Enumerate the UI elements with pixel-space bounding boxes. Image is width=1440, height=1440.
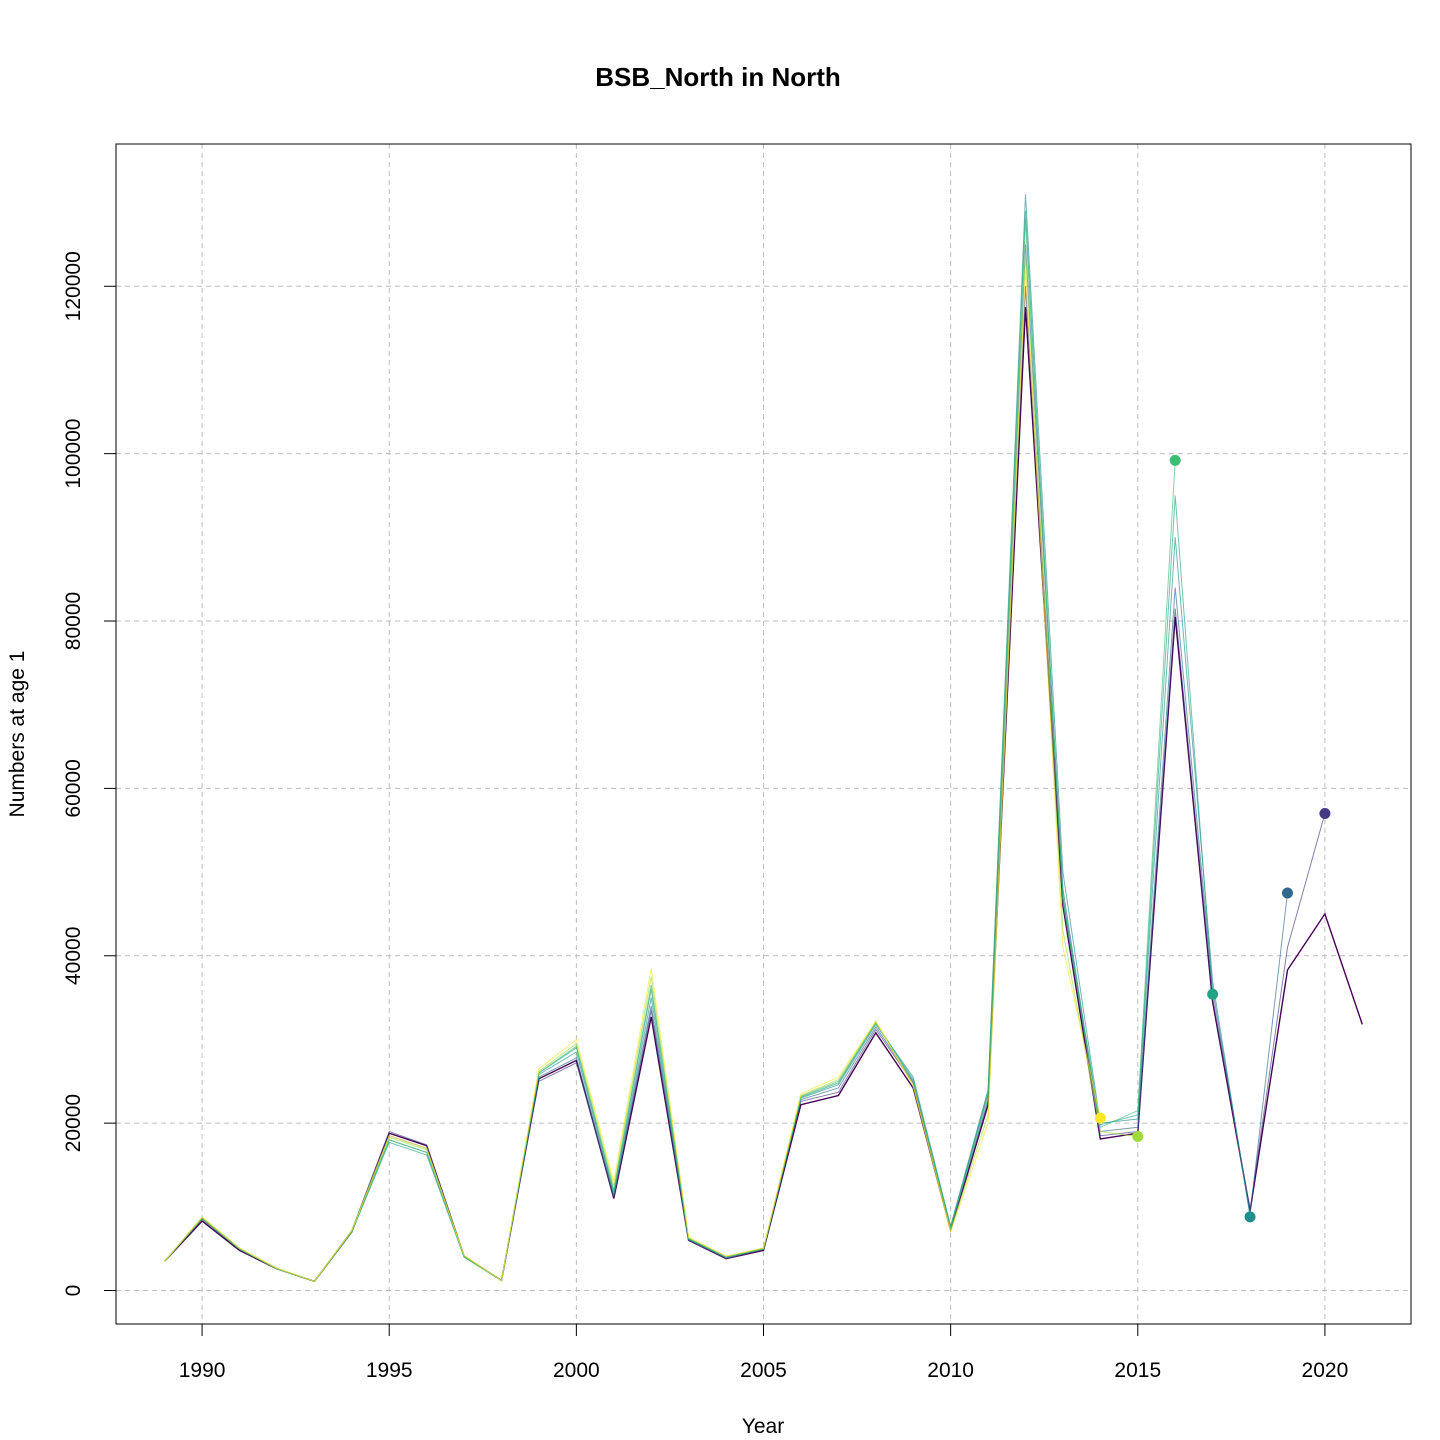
y-tick-label-80000: 80000	[62, 592, 85, 650]
x-tick-label-1990: 1990	[179, 1359, 226, 1382]
series-line-8	[164, 269, 1101, 1282]
series-line-7	[164, 252, 1138, 1282]
endpoint-point-4	[1244, 1211, 1256, 1223]
endpoint-point-6	[1169, 454, 1181, 466]
x-tick-label-2020: 2020	[1302, 1359, 1349, 1382]
y-axis-label: Numbers at age 1	[6, 651, 29, 818]
y-tick-label-120000: 120000	[62, 251, 85, 321]
x-axis-label: Year	[742, 1415, 784, 1438]
series-line-3	[164, 244, 1288, 1282]
x-tick-label-2005: 2005	[740, 1359, 787, 1382]
endpoint-point-2	[1319, 808, 1331, 820]
y-tick-label-40000: 40000	[62, 927, 85, 985]
y-tick-label-60000: 60000	[62, 759, 85, 817]
y-axis: 0 20000 40000 60000 80000 100000 120000	[62, 251, 116, 1296]
grid	[116, 144, 1411, 1324]
x-tick-label-1995: 1995	[366, 1359, 413, 1382]
x-tick-label-2015: 2015	[1114, 1359, 1161, 1382]
chart-title: BSB_North in North	[595, 62, 841, 92]
x-axis: 1990 1995 2000 2005 2010 2015 2020	[179, 1324, 1349, 1382]
endpoint-point-7	[1132, 1131, 1144, 1143]
series-line-5	[164, 210, 1214, 1282]
x-tick-label-2000: 2000	[553, 1359, 600, 1382]
series-line-4	[164, 194, 1251, 1282]
endpoint-markers	[1094, 454, 1331, 1223]
y-tick-label-100000: 100000	[62, 419, 85, 489]
series-group	[164, 194, 1363, 1283]
endpoint-point-5	[1207, 988, 1219, 1000]
series-line-2	[164, 286, 1326, 1282]
endpoint-point-3	[1281, 887, 1293, 899]
y-tick-label-0: 0	[62, 1285, 85, 1297]
y-tick-label-20000: 20000	[62, 1094, 85, 1152]
x-tick-label-2010: 2010	[927, 1359, 974, 1382]
endpoint-point-8	[1094, 1112, 1106, 1124]
